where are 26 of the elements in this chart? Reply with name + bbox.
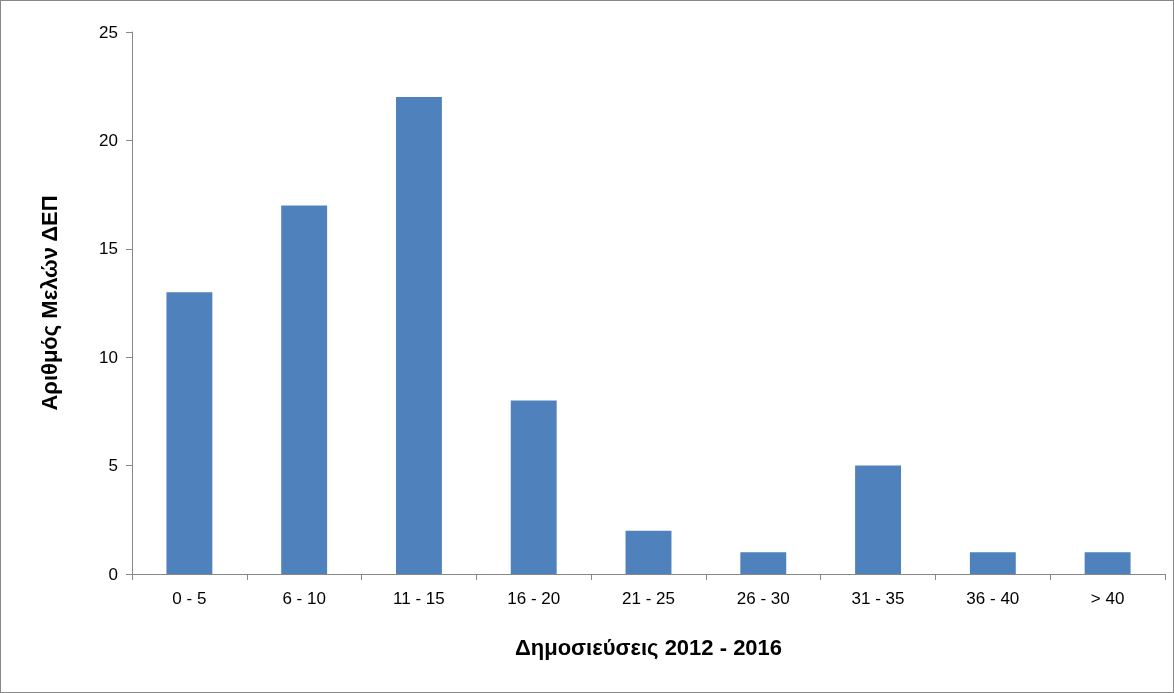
y-tick-label: 20 xyxy=(99,130,118,150)
x-tick-label: > 40 xyxy=(1090,589,1125,608)
y-tick-label: 5 xyxy=(108,456,118,476)
x-axis-title: Δημοσιεύσεις 2012 - 2016 xyxy=(514,634,783,660)
x-tick-label: 11 - 15 xyxy=(393,589,445,608)
x-tick-label: 6 - 10 xyxy=(282,589,326,608)
bar xyxy=(969,552,1016,574)
bar xyxy=(855,465,902,574)
x-tick-label: 26 - 30 xyxy=(736,589,790,608)
bar xyxy=(1084,552,1131,574)
y-axis-title: Αριθμός Μελών ΔΕΠ xyxy=(36,195,62,411)
bar xyxy=(166,292,213,574)
y-tick-label: 25 xyxy=(99,22,118,42)
y-tick-label: 0 xyxy=(108,564,118,584)
x-tick-label: 0 - 5 xyxy=(172,589,207,608)
bar xyxy=(281,205,328,574)
x-tick-label: 21 - 25 xyxy=(622,589,675,608)
bar xyxy=(625,530,672,574)
x-tick-label: 16 - 20 xyxy=(507,589,561,608)
y-tick-label: 10 xyxy=(99,347,118,367)
bar xyxy=(740,552,787,574)
bar xyxy=(395,97,442,574)
x-tick-label: 31 - 35 xyxy=(851,589,905,608)
bar xyxy=(510,400,557,574)
x-tick-label: 36 - 40 xyxy=(966,589,1020,608)
y-tick-label: 15 xyxy=(99,239,118,259)
